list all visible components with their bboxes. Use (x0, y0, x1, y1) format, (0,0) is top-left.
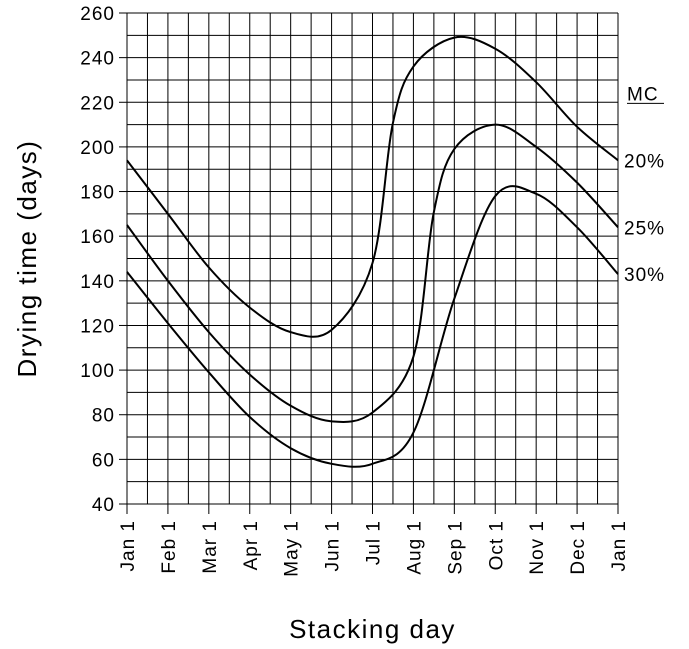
x-tick-label: Nov 1 (527, 520, 548, 575)
y-tick-label: 100 (80, 361, 115, 382)
y-tick-label: 260 (80, 4, 115, 25)
series-lines (126, 35, 619, 468)
y-tick-label: 220 (80, 93, 115, 114)
x-tick-label: Feb 1 (159, 520, 180, 574)
x-tick-label: Dec 1 (568, 520, 589, 575)
x-tick-label: Sep 1 (445, 520, 466, 575)
y-tick-label: 240 (80, 49, 115, 70)
y-tick-label: 180 (80, 183, 115, 204)
x-tick-label: May 1 (282, 520, 303, 577)
y-tick-labels: 40 60 80 100 120 140 160 180 200 220 240 260 (80, 4, 115, 516)
series-label-20pct: 20% (624, 151, 665, 172)
y-tick-label: 40 (92, 495, 115, 516)
series-line-30pct (126, 185, 619, 468)
x-tick-label: Oct 1 (486, 520, 507, 570)
y-tick-label: 60 (92, 450, 115, 471)
x-tick-label: Mar 1 (200, 520, 221, 574)
y-tick-label: 160 (80, 227, 115, 248)
x-axis-title: Stacking day (289, 614, 456, 644)
series-label-30pct: 30% (624, 265, 665, 286)
legend-title: MC (627, 84, 659, 105)
x-tick-label: Jan 1 (609, 520, 630, 571)
y-tick-label: 200 (80, 138, 115, 159)
chart-grid (119, 12, 619, 514)
x-tick-label: Jan 1 (118, 520, 139, 571)
series-line-20pct (126, 35, 619, 338)
x-tick-label: Jun 1 (323, 520, 344, 571)
y-tick-label: 120 (80, 316, 115, 337)
y-tick-label: 80 (92, 406, 115, 427)
series-label-25pct: 25% (624, 218, 665, 239)
x-tick-label: Aug 1 (404, 520, 425, 575)
x-tick-label: Apr 1 (241, 520, 262, 570)
series-labels: 20% 25% 30% (624, 151, 665, 286)
y-axis-title: Drying time (days) (12, 140, 42, 378)
y-tick-label: 140 (80, 272, 115, 293)
x-tick-label: Jul 1 (364, 520, 385, 565)
series-line-25pct (126, 123, 619, 423)
x-tick-labels: Jan 1 Feb 1 Mar 1 Apr 1 May 1 Jun 1 Jul 1 Aug 1… (118, 520, 630, 577)
